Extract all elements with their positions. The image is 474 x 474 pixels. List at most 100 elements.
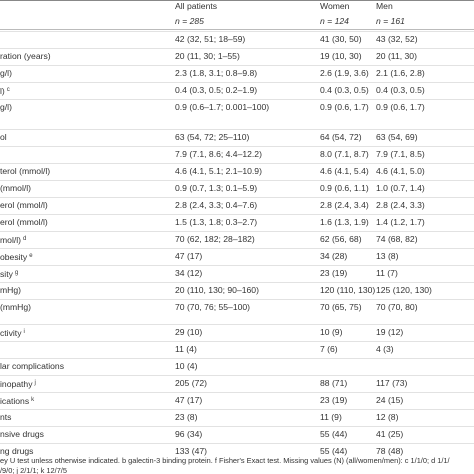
footnote-marker: d <box>23 236 27 242</box>
table-cell: 2.6 (1.9, 3.6) <box>320 68 369 78</box>
row-rule <box>0 392 474 393</box>
table-cell: 117 (73) <box>376 378 408 388</box>
footnote-marker: e <box>29 253 33 259</box>
table-cell: 62 (56, 68) <box>320 234 362 244</box>
table-cell: 4 (3) <box>376 344 394 354</box>
table-cell: 1.0 (0.7, 1.4) <box>376 183 425 193</box>
row-label-text: ications <box>0 396 30 406</box>
table-cell: 24 (15) <box>376 395 404 405</box>
table-cell: 0.4 (0.3, 0.5) <box>320 85 369 95</box>
row-label: l) c <box>0 85 10 97</box>
column-header: All patients <box>175 1 218 11</box>
table-cell: 55 (44) <box>320 446 348 456</box>
table-cell: 0.4 (0.3, 0.5) <box>376 85 425 95</box>
row-label: erol (mmol/l) <box>0 217 48 228</box>
row-label: sity g <box>0 268 18 280</box>
row-rule <box>0 31 474 32</box>
table-cell: 96 (34) <box>175 429 203 439</box>
row-label-text: ng drugs <box>0 446 34 456</box>
footnote-marker: g <box>14 270 19 276</box>
table-cell: 1.6 (1.3, 1.9) <box>320 217 369 227</box>
table-cell: 70 (62, 182; 28–182) <box>175 234 255 244</box>
row-label-text: erol (mmol/l) <box>0 217 48 227</box>
table-cell: 63 (54, 69) <box>376 132 418 142</box>
row-rule <box>0 324 474 325</box>
row-rule <box>0 341 474 342</box>
table-cell: 78 (48) <box>376 446 404 456</box>
table-cell: 10 (9) <box>320 327 343 337</box>
footnote: /9/0; j 2/1/1; k 12/7/5 <box>0 466 67 474</box>
table-cell: 0.9 (0.6, 1.7) <box>376 102 425 112</box>
row-rule <box>0 99 474 100</box>
row-label-text: (mmol/l) <box>0 183 32 193</box>
row-label-text: g/l) <box>0 68 12 78</box>
row-label-text: nts <box>0 412 12 422</box>
table-cell: 88 (71) <box>320 378 348 388</box>
row-rule <box>0 129 474 130</box>
table-cell: 133 (47) <box>175 446 208 456</box>
table-cell: 70 (70, 80) <box>376 302 418 312</box>
table-cell: 120 (110, 130) <box>320 285 376 295</box>
row-label-text: lar complications <box>0 361 64 371</box>
row-label: g/l) <box>0 102 12 113</box>
row-label: ration (years) <box>0 51 51 62</box>
table-cell: 0.9 (0.7, 1.3; 0.1–5.9) <box>175 183 258 193</box>
table-cell: 74 (68, 82) <box>376 234 418 244</box>
footnote-marker: c <box>6 87 10 93</box>
table-cell: 7.9 (7.1, 8.6; 4.4–12.2) <box>175 149 262 159</box>
row-rule <box>0 375 474 376</box>
table-cell: 4.6 (4.1, 5.0) <box>376 166 425 176</box>
row-label-text: ctivity <box>0 328 22 338</box>
table-cell: 29 (10) <box>175 327 203 337</box>
table-cell: 23 (19) <box>320 395 348 405</box>
table-cell: 2.8 (2.4, 3.4) <box>320 200 369 210</box>
row-label-text: mHg) <box>0 285 22 295</box>
row-rule <box>0 197 474 198</box>
column-n: n = 285 <box>175 16 204 26</box>
row-rule <box>0 265 474 266</box>
row-label: inopathy j <box>0 378 36 390</box>
table-cell: 2.1 (1.6, 2.8) <box>376 68 425 78</box>
row-rule <box>0 48 474 49</box>
footnote-marker: j <box>34 380 36 386</box>
row-rule <box>0 146 474 147</box>
footnote-marker: k <box>31 397 35 403</box>
table-cell: 20 (11, 30; 1–55) <box>175 51 240 61</box>
table-cell: 43 (32, 52) <box>376 34 418 44</box>
table-cell: 23 (8) <box>175 412 198 422</box>
row-rule <box>0 358 474 359</box>
row-label-text: mol/l) <box>0 235 22 245</box>
row-rule <box>0 409 474 410</box>
table-cell: 8.0 (7.1, 8.7) <box>320 149 369 159</box>
row-rule <box>0 180 474 181</box>
table-cell: 1.4 (1.2, 1.7) <box>376 217 425 227</box>
table-cell: 19 (12) <box>376 327 404 337</box>
row-rule <box>0 282 474 283</box>
table-cell: 20 (110, 130; 90–160) <box>175 285 259 295</box>
table-cell: 205 (72) <box>175 378 208 388</box>
row-rule <box>0 426 474 427</box>
row-rule <box>0 65 474 66</box>
row-label-text: erol (mmol/l) <box>0 200 48 210</box>
table-cell: 70 (65, 75) <box>320 302 362 312</box>
table-cell: 4.6 (4.1, 5.1; 2.1–10.9) <box>175 166 262 176</box>
row-label: erol (mmol/l) <box>0 200 48 211</box>
footnote: ey U test unless otherwise indicated. b … <box>0 456 450 465</box>
table-cell: 41 (30, 50) <box>320 34 362 44</box>
header-rule <box>0 29 474 30</box>
column-n: n = 161 <box>376 16 405 26</box>
row-label-text: sity <box>0 269 13 279</box>
column-header: Women <box>320 1 350 11</box>
row-label-text: obesity <box>0 252 28 262</box>
table-cell: 23 (19) <box>320 268 348 278</box>
table-cell: 47 (17) <box>175 395 203 405</box>
column-n: n = 124 <box>320 16 349 26</box>
row-label-text: ration (years) <box>0 51 51 61</box>
table-cell: 7 (6) <box>320 344 338 354</box>
table-cell: 0.9 (0.6, 1.1) <box>320 183 369 193</box>
table-cell: 11 (9) <box>320 412 342 422</box>
row-label: lar complications <box>0 361 64 372</box>
row-rule <box>0 248 474 249</box>
table-cell: 125 (120, 130) <box>376 285 432 295</box>
table-cell: 34 (28) <box>320 251 348 261</box>
